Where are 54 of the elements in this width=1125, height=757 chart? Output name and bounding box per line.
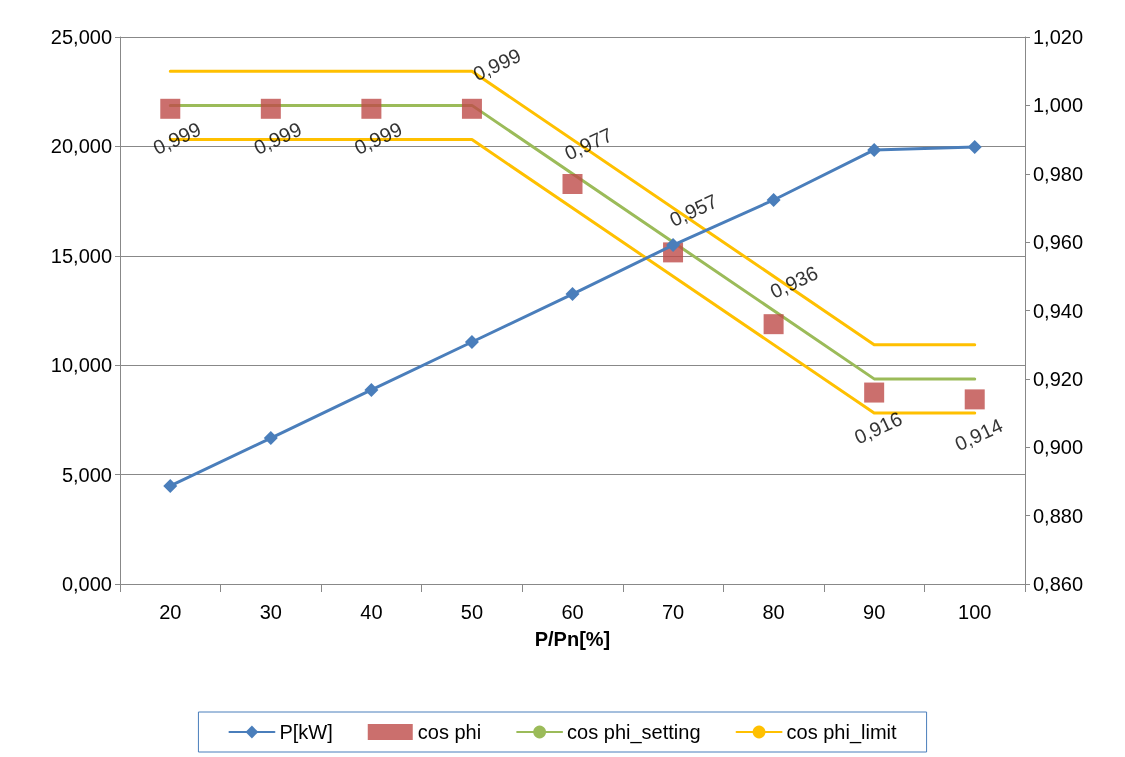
y-tick-label: 20,000 <box>50 135 112 158</box>
point <box>361 98 382 119</box>
data-label: 0,914 <box>951 414 1006 456</box>
y-tick-label: 10,000 <box>50 354 112 377</box>
data-label: 0,977 <box>561 123 616 165</box>
point <box>461 98 482 119</box>
y2-tick-label: 0,920 <box>1033 367 1084 390</box>
y-tick-label: 25,000 <box>50 26 112 48</box>
y2-tick-label: 1,020 <box>1033 26 1084 48</box>
y2-tick-label: 0,940 <box>1033 299 1084 322</box>
point <box>766 193 781 208</box>
point <box>464 335 479 350</box>
legend-label: P[kW] <box>279 721 333 743</box>
point <box>565 287 580 302</box>
y2-tick-label: 1,000 <box>1033 94 1084 117</box>
point <box>263 431 278 446</box>
data-label: 0,999 <box>469 43 525 86</box>
x-tick-label: 70 <box>661 601 685 623</box>
x-tick-label: 100 <box>958 601 992 623</box>
y-tick-label: 15,000 <box>50 244 112 267</box>
point <box>964 389 985 410</box>
y-tick-label: 5,000 <box>61 463 112 486</box>
data-label: 0,916 <box>850 407 906 449</box>
y2-tick-label: 0,960 <box>1033 231 1084 254</box>
legend-label: cos phi <box>417 721 482 743</box>
y2-tick-label: 0,980 <box>1033 162 1084 185</box>
point <box>260 98 281 119</box>
point <box>562 174 583 195</box>
point <box>864 382 885 403</box>
data-label: 0,999 <box>149 117 205 159</box>
x-tick-label: 50 <box>460 601 484 623</box>
point <box>763 314 784 335</box>
y-tick-label: 0,000 <box>61 573 112 595</box>
point <box>364 382 379 397</box>
point <box>867 142 882 157</box>
data-label: 0,936 <box>766 261 822 303</box>
x-tick-label: 60 <box>561 601 584 623</box>
x-tick-label: 80 <box>762 601 785 623</box>
point <box>163 478 178 493</box>
point <box>160 98 181 119</box>
data-label: 0,999 <box>250 117 305 159</box>
point <box>967 140 982 155</box>
x-tick-label: 20 <box>159 601 182 623</box>
data-label: 0,957 <box>666 189 721 231</box>
x-tick-label: 40 <box>360 601 383 623</box>
data-label: 0,999 <box>350 117 406 159</box>
legend-label: cos phi_setting <box>567 721 701 744</box>
y2-tick-label: 0,860 <box>1033 573 1084 595</box>
y2-tick-label: 0,880 <box>1033 504 1084 527</box>
y2-tick-label: 0,900 <box>1033 436 1084 459</box>
x-tick-label: 30 <box>259 601 282 623</box>
x-tick-label: 90 <box>863 601 886 623</box>
x-axis-title: P/Pn[%] <box>534 628 611 650</box>
legend-label: cos phi_limit <box>786 721 898 744</box>
